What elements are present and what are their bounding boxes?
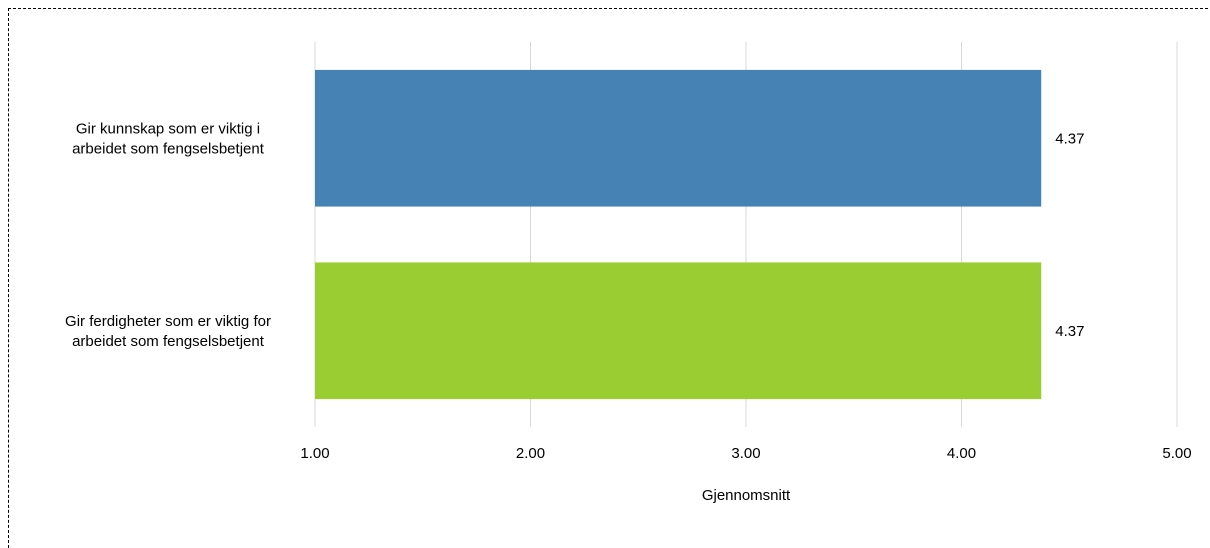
x-tick-label: 1.00	[300, 445, 329, 462]
bar-chart: Gir kunnskap som er viktig i arbeidet som…	[65, 42, 1192, 504]
chart-frame	[8, 8, 1210, 548]
x-axis-title: Gjennomsnitt	[702, 487, 791, 504]
data-labels: 4.37 4.37	[1055, 130, 1084, 340]
category-label: Gir kunnskap som er viktig i	[76, 120, 260, 137]
bars	[315, 69, 1042, 400]
category-label: arbeidet som fengselsbetjent	[72, 333, 265, 350]
x-tick-label: 4.00	[947, 445, 976, 462]
bar	[315, 262, 1042, 400]
category-label: Gir ferdigheter som er viktig for	[65, 313, 271, 330]
data-label: 4.37	[1055, 323, 1084, 340]
data-label: 4.37	[1055, 130, 1084, 147]
category-label: arbeidet som fengselsbetjent	[72, 140, 265, 157]
x-tick-label: 5.00	[1162, 445, 1191, 462]
bar	[315, 69, 1042, 207]
x-tick-label: 3.00	[731, 445, 760, 462]
x-tick-label: 2.00	[516, 445, 545, 462]
category-labels: Gir kunnskap som er viktig i arbeidet som…	[65, 120, 271, 350]
x-tick-labels: 1.00 2.00 3.00 4.00 5.00	[300, 445, 1191, 462]
